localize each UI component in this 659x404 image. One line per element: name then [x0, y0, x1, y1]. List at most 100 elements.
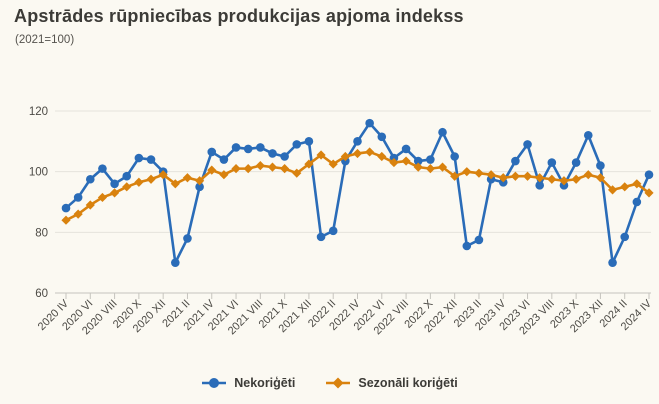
- data-point-sezonali-korigeti[interactable]: [571, 174, 581, 184]
- data-point-sezonali-korigeti[interactable]: [316, 150, 326, 160]
- data-point-nekorigeti[interactable]: [73, 193, 83, 202]
- data-point-sezonali-korigeti[interactable]: [280, 164, 290, 174]
- data-point-nekorigeti[interactable]: [377, 132, 387, 142]
- data-point-nekorigeti[interactable]: [450, 152, 459, 161]
- data-point-nekorigeti[interactable]: [328, 226, 338, 236]
- data-point-nekorigeti[interactable]: [620, 232, 630, 242]
- data-point-sezonali-korigeti[interactable]: [547, 174, 557, 184]
- data-point-sezonali-korigeti[interactable]: [134, 177, 144, 187]
- data-point-nekorigeti[interactable]: [98, 164, 107, 173]
- data-point-nekorigeti[interactable]: [608, 258, 617, 267]
- data-point-sezonali-korigeti[interactable]: [73, 209, 83, 219]
- orange-diamond-marker: [326, 377, 351, 389]
- data-point-nekorigeti[interactable]: [85, 174, 95, 184]
- data-point-sezonali-korigeti[interactable]: [207, 165, 217, 175]
- y-tick-label: 100: [29, 167, 48, 179]
- data-point-sezonali-korigeti[interactable]: [498, 173, 508, 183]
- data-point-sezonali-korigeti[interactable]: [413, 162, 423, 172]
- data-point-sezonali-korigeti[interactable]: [182, 173, 193, 183]
- data-point-nekorigeti[interactable]: [316, 232, 326, 242]
- data-point-nekorigeti[interactable]: [413, 156, 423, 166]
- data-point-sezonali-korigeti[interactable]: [304, 159, 314, 169]
- data-point-nekorigeti[interactable]: [583, 130, 593, 140]
- y-tick-label: 60: [35, 288, 48, 300]
- data-point-nekorigeti[interactable]: [632, 197, 642, 207]
- data-point-sezonali-korigeti[interactable]: [255, 161, 265, 171]
- chart-title: Apstrādes rūpniecības produkcijas apjoma…: [14, 6, 464, 26]
- data-point-sezonali-korigeti[interactable]: [437, 162, 448, 172]
- legend-label-nekorigeti: Nekoriģēti: [234, 376, 296, 390]
- data-point-sezonali-korigeti[interactable]: [389, 157, 399, 168]
- data-point-sezonali-korigeti[interactable]: [340, 151, 350, 162]
- data-point-sezonali-korigeti[interactable]: [195, 176, 205, 186]
- legend-item-sezonali-korigeti[interactable]: Sezonāli koriģēti: [325, 376, 458, 390]
- data-point-nekorigeti[interactable]: [110, 179, 119, 189]
- data-point-sezonali-korigeti[interactable]: [365, 147, 375, 157]
- data-point-sezonali-korigeti[interactable]: [401, 156, 411, 166]
- data-point-nekorigeti[interactable]: [304, 137, 314, 146]
- data-point-nekorigeti[interactable]: [426, 155, 435, 164]
- data-point-sezonali-korigeti[interactable]: [231, 164, 241, 174]
- data-point-nekorigeti[interactable]: [571, 158, 581, 167]
- data-point-nekorigeti[interactable]: [134, 153, 144, 163]
- data-point-nekorigeti[interactable]: [195, 182, 204, 192]
- data-point-nekorigeti[interactable]: [61, 203, 71, 213]
- legend-label-sezonali-korigeti: Sezonāli koriģēti: [358, 376, 458, 390]
- data-point-nekorigeti[interactable]: [280, 152, 289, 161]
- data-point-nekorigeti[interactable]: [547, 158, 557, 167]
- data-point-sezonali-korigeti[interactable]: [450, 171, 460, 181]
- data-point-sezonali-korigeti[interactable]: [607, 185, 618, 195]
- data-point-sezonali-korigeti[interactable]: [61, 215, 71, 225]
- data-point-nekorigeti[interactable]: [462, 241, 472, 251]
- data-point-sezonali-korigeti[interactable]: [474, 168, 484, 178]
- data-point-sezonali-korigeti[interactable]: [486, 170, 496, 180]
- data-point-sezonali-korigeti[interactable]: [122, 182, 132, 192]
- data-point-nekorigeti[interactable]: [183, 234, 192, 243]
- data-point-sezonali-korigeti[interactable]: [146, 174, 156, 184]
- data-point-nekorigeti[interactable]: [292, 140, 302, 149]
- data-point-sezonali-korigeti[interactable]: [328, 159, 338, 169]
- data-point-nekorigeti[interactable]: [365, 118, 374, 128]
- data-point-nekorigeti[interactable]: [523, 140, 532, 149]
- data-point-sezonali-korigeti[interactable]: [352, 148, 363, 159]
- data-point-sezonali-korigeti[interactable]: [522, 171, 533, 181]
- data-point-sezonali-korigeti[interactable]: [644, 188, 654, 198]
- data-point-nekorigeti[interactable]: [171, 258, 180, 267]
- data-point-sezonali-korigeti[interactable]: [243, 164, 253, 174]
- data-point-sezonali-korigeti[interactable]: [559, 176, 569, 186]
- data-point-nekorigeti[interactable]: [353, 137, 362, 146]
- data-point-nekorigeti[interactable]: [535, 181, 544, 190]
- data-point-sezonali-korigeti[interactable]: [109, 188, 120, 198]
- data-point-nekorigeti[interactable]: [256, 143, 265, 152]
- data-point-nekorigeti[interactable]: [596, 161, 605, 170]
- data-point-nekorigeti[interactable]: [122, 171, 132, 181]
- data-point-sezonali-korigeti[interactable]: [158, 170, 168, 180]
- data-point-nekorigeti[interactable]: [219, 155, 229, 164]
- data-point-sezonali-korigeti[interactable]: [462, 167, 472, 177]
- data-point-nekorigeti[interactable]: [644, 170, 654, 179]
- data-point-sezonali-korigeti[interactable]: [535, 173, 545, 183]
- data-point-sezonali-korigeti[interactable]: [583, 170, 593, 180]
- data-point-nekorigeti[interactable]: [268, 149, 277, 158]
- data-point-sezonali-korigeti[interactable]: [377, 151, 387, 162]
- data-point-sezonali-korigeti[interactable]: [219, 170, 229, 180]
- data-point-sezonali-korigeti[interactable]: [510, 171, 520, 181]
- data-point-nekorigeti[interactable]: [146, 155, 156, 164]
- data-point-sezonali-korigeti[interactable]: [97, 192, 108, 203]
- data-point-sezonali-korigeti[interactable]: [595, 173, 606, 183]
- data-point-nekorigeti[interactable]: [438, 127, 447, 137]
- data-point-nekorigeti[interactable]: [511, 156, 520, 166]
- data-point-sezonali-korigeti[interactable]: [620, 182, 630, 192]
- data-point-sezonali-korigeti[interactable]: [632, 179, 642, 189]
- data-point-nekorigeti[interactable]: [231, 143, 241, 152]
- data-point-nekorigeti[interactable]: [207, 147, 217, 157]
- data-point-sezonali-korigeti[interactable]: [85, 200, 95, 210]
- data-point-nekorigeti[interactable]: [474, 235, 484, 245]
- data-point-sezonali-korigeti[interactable]: [170, 179, 180, 189]
- data-point-sezonali-korigeti[interactable]: [425, 164, 435, 174]
- data-point-sezonali-korigeti[interactable]: [292, 168, 302, 178]
- legend-item-nekorigeti[interactable]: Nekoriģēti: [201, 376, 295, 390]
- data-point-nekorigeti[interactable]: [401, 144, 411, 154]
- data-point-sezonali-korigeti[interactable]: [267, 162, 278, 172]
- data-point-nekorigeti[interactable]: [243, 144, 253, 154]
